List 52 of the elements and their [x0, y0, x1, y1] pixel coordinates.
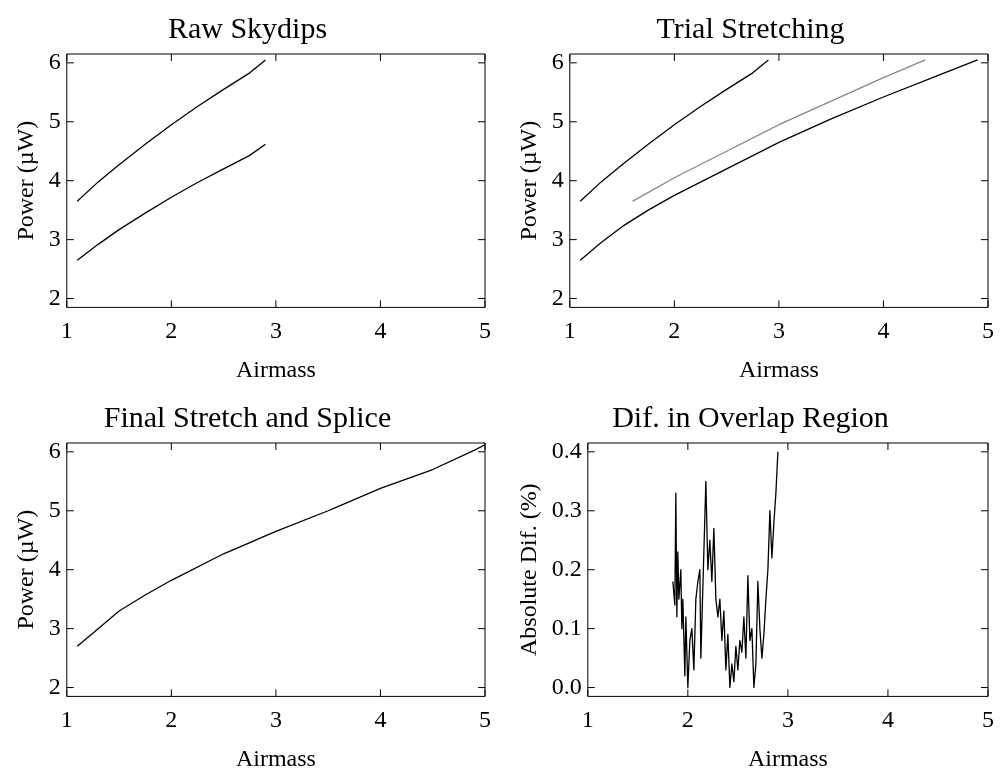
y-axis-title: Power (µW) [514, 120, 541, 241]
y-tick-label: 0.0 [551, 672, 582, 699]
x-axis-title: Airmass [738, 355, 819, 382]
x-tick-label: 2 [165, 317, 178, 344]
x-tick-label: 1 [60, 706, 73, 733]
x-axis-title: Airmass [747, 744, 828, 771]
y-tick-label: 4 [48, 166, 61, 192]
y-tick-label: 5 [48, 496, 61, 523]
y-tick-label: 2 [551, 283, 564, 310]
x-tick-label: 3 [772, 317, 785, 344]
x-tick-label: 1 [60, 317, 73, 344]
y-tick-label: 3 [48, 224, 61, 251]
y-tick-label: 6 [551, 48, 564, 75]
y-tick-label: 0.1 [551, 613, 582, 640]
y-tick-label: 5 [551, 107, 564, 134]
chart-title: Final Stretch and Splice [103, 399, 392, 433]
y-axis-title: Power (µW) [11, 509, 38, 630]
x-tick-label: 2 [681, 706, 694, 733]
chart-title: Dif. in Overlap Region [612, 399, 889, 433]
x-tick-label: 1 [563, 317, 576, 344]
y-tick-label: 6 [48, 48, 61, 75]
x-tick-label: 4 [877, 317, 890, 344]
y-tick-label: 2 [48, 283, 61, 310]
x-tick-label: 3 [781, 706, 794, 733]
y-axis-title: Power (µW) [11, 120, 38, 241]
x-tick-label: 4 [881, 706, 894, 733]
x-tick-label: 5 [479, 706, 491, 733]
x-tick-label: 3 [269, 317, 282, 344]
x-tick-label: 2 [668, 317, 681, 344]
y-tick-label: 4 [551, 166, 564, 192]
y-axis-title: Absolute Dif. (%) [514, 483, 541, 657]
y-tick-label: 0.4 [551, 437, 582, 464]
x-tick-label: 5 [982, 317, 994, 344]
x-tick-label: 3 [269, 706, 282, 733]
y-tick-label: 3 [48, 613, 61, 640]
x-tick-label: 5 [982, 706, 994, 733]
y-tick-label: 5 [48, 107, 61, 134]
x-tick-label: 4 [374, 706, 387, 733]
chart-title: Raw Skydips [167, 10, 328, 44]
x-tick-label: 4 [374, 317, 387, 344]
x-axis-title: Airmass [235, 355, 316, 382]
chart-title: Trial Stretching [656, 10, 845, 44]
y-tick-label: 6 [48, 437, 61, 464]
x-axis-title: Airmass [235, 744, 316, 771]
y-tick-label: 2 [48, 672, 61, 699]
x-tick-label: 5 [479, 317, 491, 344]
y-tick-label: 3 [551, 224, 564, 251]
y-tick-label: 0.2 [551, 555, 582, 581]
y-tick-label: 4 [48, 555, 61, 581]
x-tick-label: 2 [165, 706, 178, 733]
x-tick-label: 1 [581, 706, 594, 733]
y-tick-label: 0.3 [551, 496, 582, 523]
